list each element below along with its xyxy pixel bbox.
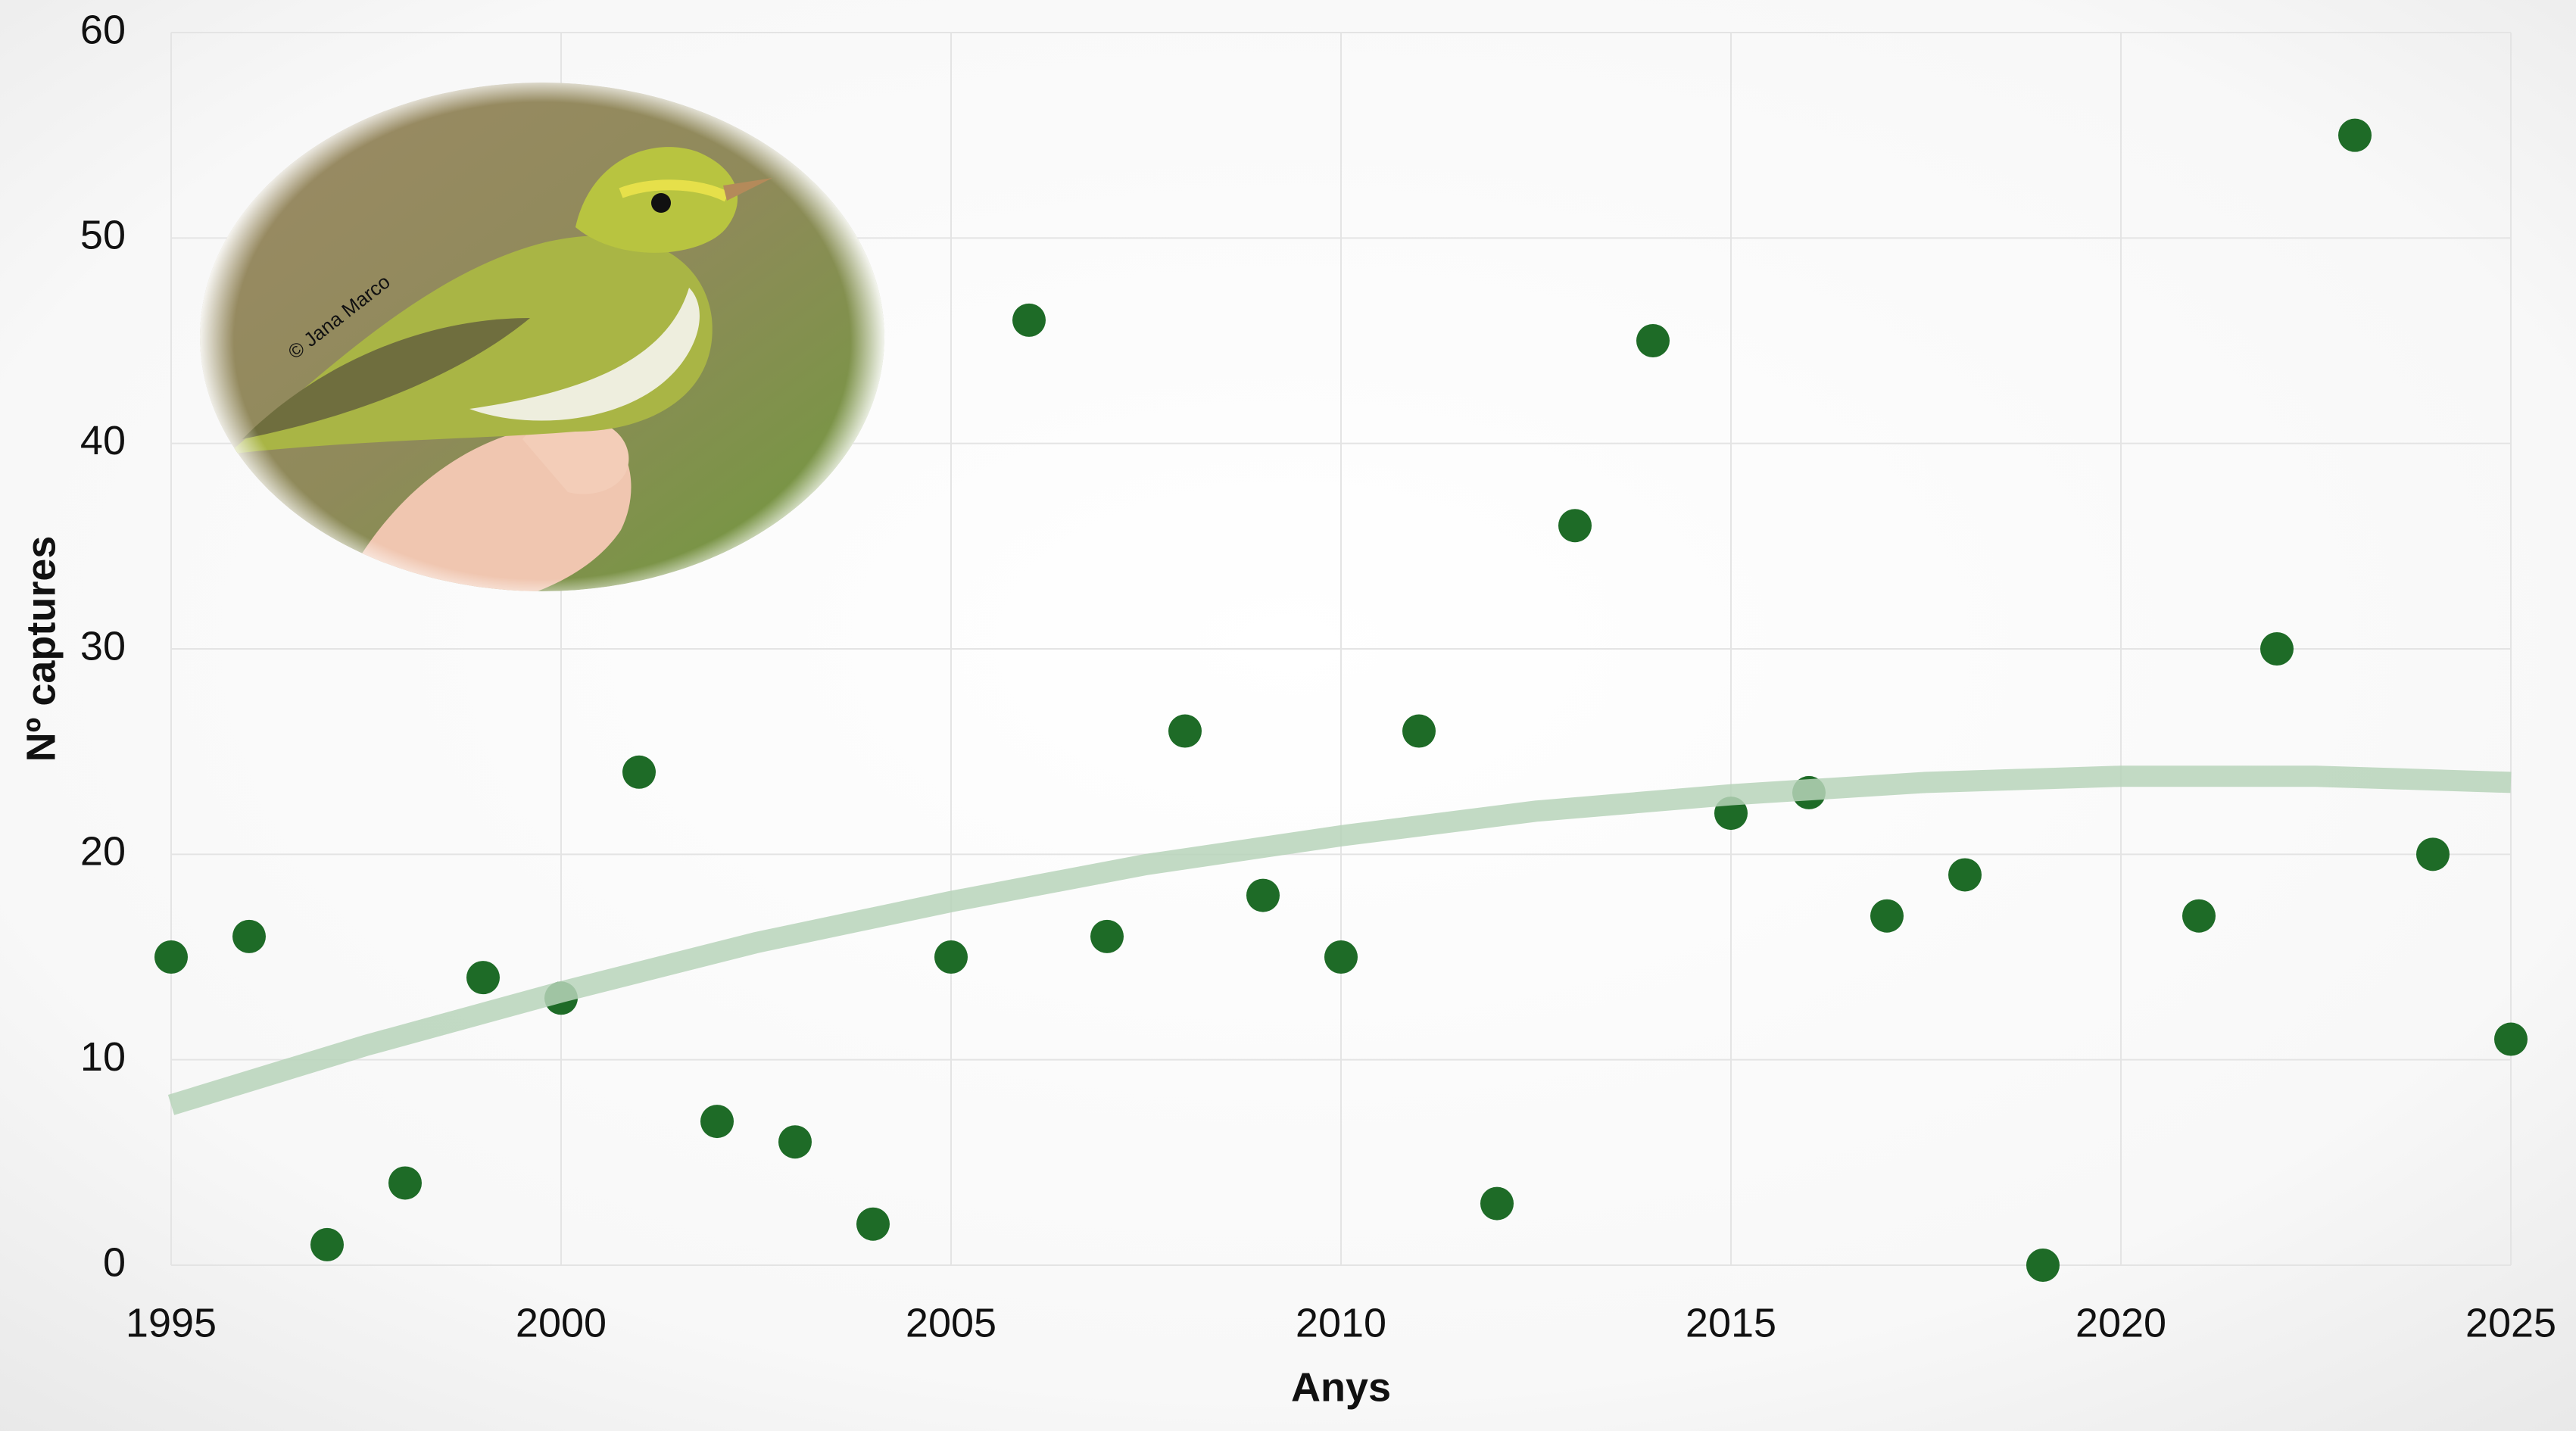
point [1402, 714, 1436, 748]
point [1948, 858, 1982, 892]
y-tick-label: 0 [103, 1239, 126, 1285]
x-tick-label: 2020 [2075, 1300, 2166, 1345]
bird-photo [200, 83, 884, 591]
point [1168, 714, 1202, 748]
x-tick-label: 2025 [2465, 1300, 2556, 1345]
plot-area: 0 10 20 30 40 50 60 1995 2000 2005 2010 2015 2020 202… [80, 7, 2556, 1345]
point [2338, 118, 2372, 152]
y-axis-title: Nº captures [18, 536, 64, 762]
point [2026, 1249, 2060, 1282]
y-tick-label: 50 [80, 213, 126, 258]
y-tick-label: 20 [80, 829, 126, 874]
point [466, 961, 500, 995]
trend-line [167, 765, 2512, 1115]
y-tick-label: 60 [80, 7, 126, 52]
y-tick-label: 30 [80, 623, 126, 669]
point [1090, 919, 1124, 953]
point [154, 940, 188, 974]
x-axis-title: Anys [1291, 1364, 1391, 1410]
point [1636, 324, 1670, 357]
point [778, 1125, 812, 1159]
point [2416, 837, 2450, 871]
point [2260, 632, 2294, 666]
point [388, 1166, 422, 1200]
point [1870, 899, 1904, 933]
point [622, 755, 656, 789]
point [934, 940, 968, 974]
point [2494, 1022, 2528, 1056]
x-tick-label: 2010 [1296, 1300, 1386, 1345]
point [856, 1207, 890, 1241]
point [232, 919, 266, 953]
x-tick-label: 2015 [1686, 1300, 1776, 1345]
point [1480, 1186, 1514, 1221]
point [2182, 899, 2216, 933]
point [1246, 878, 1280, 912]
y-tick-label: 10 [80, 1034, 126, 1080]
point [1012, 303, 1046, 337]
x-tick-label: 2005 [906, 1300, 996, 1345]
point [1324, 940, 1358, 974]
point [1558, 509, 1592, 543]
x-tick-label: 2000 [516, 1300, 607, 1345]
point [700, 1105, 734, 1139]
y-tick-label: 40 [80, 418, 126, 463]
x-tick-label: 1995 [126, 1300, 217, 1345]
point [310, 1227, 344, 1261]
